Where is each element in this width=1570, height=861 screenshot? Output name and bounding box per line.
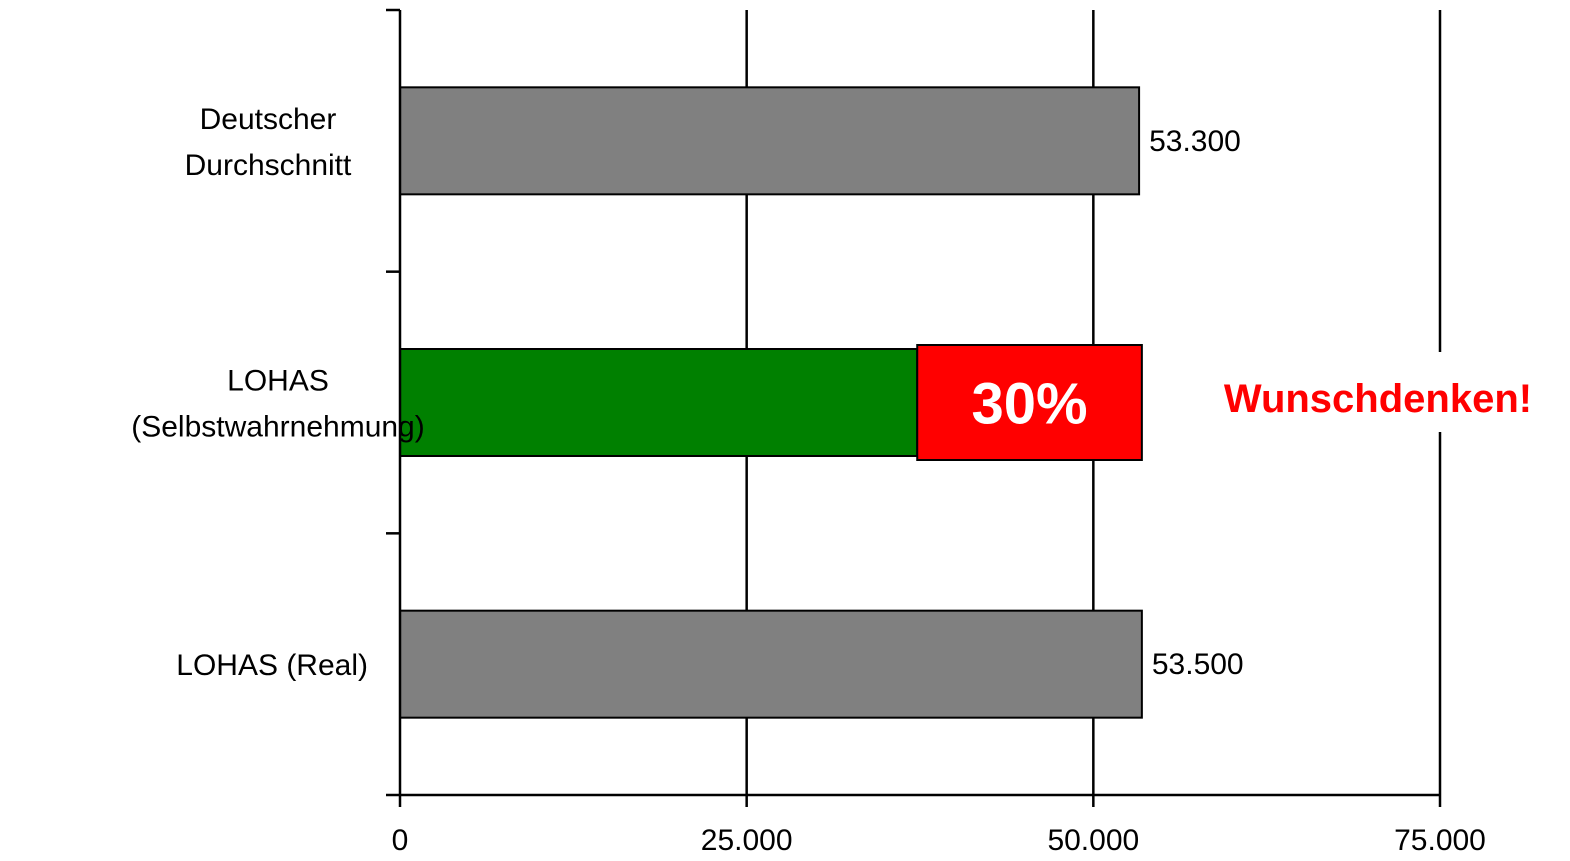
callout-background [1195,352,1565,432]
overlay-group: 30% Wunschdenken! [916,344,1565,461]
category-labels: Deutscher Durchschnitt LOHAS (Selbstwahrneh… [131,103,424,682]
axes [386,8,1442,807]
x-tick-label: 50.000 [1047,824,1139,857]
overlay-box [916,344,1143,461]
callout-label: Wunschdenken! [1224,377,1532,421]
value-label: 53.500 [1152,648,1244,681]
x-tick-label: 75.000 [1394,824,1486,857]
bar [399,348,919,457]
x-tick-label: 25.000 [701,824,793,857]
category-label: (Selbstwahrnehmung) [131,411,424,444]
bar [399,609,1143,719]
value-labels: 53.300 53.500 [1149,125,1244,681]
category-label: Durchschnitt [185,149,352,182]
x-tick-labels: 0 25.000 50.000 75.000 [392,824,1486,857]
category-label: Deutscher [200,103,337,136]
bar [399,86,1141,196]
category-label: LOHAS (Real) [176,649,368,682]
x-tick-label: 0 [392,824,409,857]
value-label: 53.300 [1149,125,1241,158]
overlay-label: 30% [971,372,1087,437]
category-label: LOHAS [227,365,329,398]
bars [399,86,1143,719]
